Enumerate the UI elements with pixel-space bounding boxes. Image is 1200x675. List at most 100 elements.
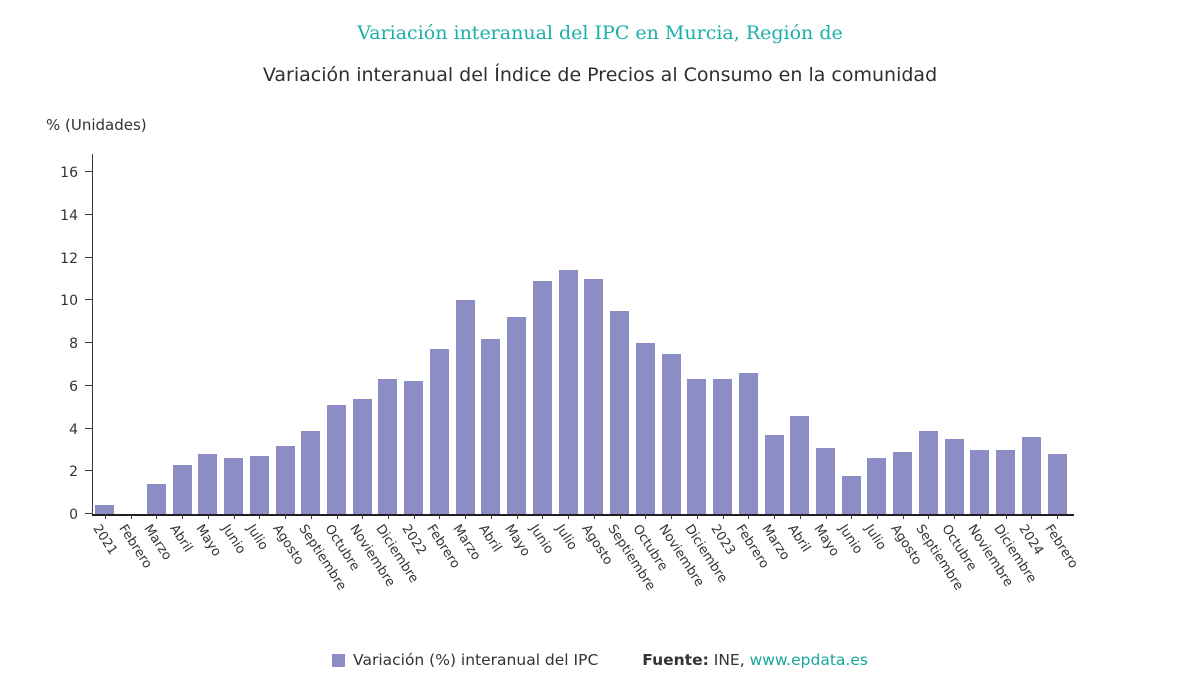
x-tick bbox=[593, 514, 595, 519]
x-tick bbox=[130, 514, 132, 519]
bar bbox=[996, 449, 1016, 514]
x-tick bbox=[568, 514, 570, 519]
y-tick-label: 4 bbox=[69, 421, 78, 438]
chart-subtitle: Variación interanual del Índice de Preci… bbox=[262, 64, 938, 86]
y-tick-label: 10 bbox=[60, 293, 78, 310]
x-tick-label: Febrero bbox=[1041, 522, 1081, 572]
x-tick bbox=[799, 514, 801, 519]
y-tick bbox=[85, 342, 92, 343]
x-tick bbox=[876, 514, 878, 519]
source-line: Fuente: INE, www.epdata.es bbox=[642, 651, 868, 669]
chart-title: Variación interanual del IPC en Murcia, … bbox=[357, 22, 843, 44]
x-tick bbox=[851, 514, 853, 519]
bar bbox=[532, 281, 552, 514]
bar bbox=[95, 505, 115, 514]
x-tick bbox=[285, 514, 287, 519]
y-tick-label: 14 bbox=[60, 207, 78, 224]
bar bbox=[944, 439, 964, 514]
x-tick-label: Mayo bbox=[809, 522, 842, 560]
bar bbox=[610, 310, 630, 514]
bar bbox=[970, 449, 990, 514]
x-tick bbox=[362, 514, 364, 519]
x-tick bbox=[233, 514, 235, 519]
bar bbox=[327, 405, 346, 514]
bar bbox=[481, 338, 501, 514]
bar bbox=[713, 379, 733, 514]
y-tick bbox=[85, 171, 92, 172]
source-link[interactable]: www.epdata.es bbox=[749, 651, 868, 669]
bar bbox=[661, 353, 681, 514]
bar bbox=[558, 270, 578, 514]
source-label: Fuente: bbox=[642, 651, 709, 669]
x-axis-line bbox=[92, 514, 1074, 516]
y-tick bbox=[85, 427, 92, 429]
bar bbox=[455, 300, 475, 514]
x-tick bbox=[413, 514, 415, 519]
bar bbox=[378, 379, 398, 514]
bar bbox=[507, 317, 527, 514]
x-tick bbox=[645, 514, 647, 519]
x-tick bbox=[696, 514, 698, 519]
y-tick-label: 2 bbox=[69, 464, 78, 481]
legend-label: Variación (%) interanual del IPC bbox=[353, 651, 599, 669]
x-tick bbox=[207, 514, 209, 519]
x-tick bbox=[465, 514, 467, 519]
source-name: INE, bbox=[713, 651, 745, 669]
x-tick bbox=[619, 514, 621, 519]
y-tick-label: 0 bbox=[69, 507, 78, 523]
y-tick bbox=[85, 470, 92, 472]
bar bbox=[841, 475, 861, 514]
x-tick bbox=[156, 514, 158, 519]
y-tick bbox=[85, 213, 92, 215]
bar bbox=[429, 349, 449, 514]
x-tick bbox=[1031, 514, 1033, 519]
y-tick bbox=[85, 513, 92, 514]
bar bbox=[1021, 437, 1041, 514]
x-tick bbox=[748, 514, 750, 519]
bar bbox=[893, 452, 913, 514]
bar bbox=[738, 372, 758, 514]
x-tick bbox=[825, 514, 827, 519]
x-tick bbox=[439, 514, 441, 519]
x-tick bbox=[104, 514, 106, 519]
legend-footer-row: Variación (%) interanual del IPC Fuente:… bbox=[0, 651, 1200, 669]
bar bbox=[584, 278, 604, 514]
x-tick bbox=[1057, 514, 1059, 519]
x-tick-label: Mayo bbox=[192, 522, 224, 560]
bar bbox=[1047, 454, 1067, 514]
bar bbox=[687, 379, 707, 514]
y-tick-label: 8 bbox=[69, 336, 78, 352]
legend-item[interactable]: Variación (%) interanual del IPC bbox=[332, 651, 598, 669]
bar bbox=[198, 454, 218, 514]
y-tick-label: 16 bbox=[60, 165, 78, 181]
x-tick bbox=[979, 514, 981, 519]
y-axis-unit-label: % (Unidades) bbox=[46, 116, 147, 134]
bar bbox=[790, 415, 810, 514]
bar bbox=[352, 398, 372, 514]
x-tick bbox=[387, 514, 389, 519]
x-tick bbox=[928, 514, 930, 519]
bar bbox=[172, 464, 192, 514]
bar bbox=[275, 445, 295, 514]
x-tick bbox=[516, 514, 518, 519]
y-axis-line bbox=[92, 154, 93, 514]
x-tick bbox=[671, 514, 673, 519]
y-tick-label: 12 bbox=[60, 250, 78, 267]
x-tick bbox=[902, 514, 904, 519]
x-tick bbox=[722, 514, 724, 519]
x-tick bbox=[336, 514, 338, 519]
bar bbox=[867, 458, 887, 514]
y-tick-label: 6 bbox=[69, 378, 78, 395]
x-tick bbox=[490, 514, 492, 519]
x-tick bbox=[774, 514, 776, 519]
bar bbox=[249, 456, 269, 514]
x-tick bbox=[1005, 514, 1007, 519]
y-tick bbox=[85, 384, 92, 386]
bar bbox=[404, 381, 424, 514]
bar bbox=[635, 343, 655, 514]
bar bbox=[816, 447, 835, 514]
y-tick bbox=[85, 256, 92, 258]
x-tick bbox=[310, 514, 312, 519]
bar bbox=[146, 484, 166, 514]
x-tick bbox=[542, 514, 544, 519]
